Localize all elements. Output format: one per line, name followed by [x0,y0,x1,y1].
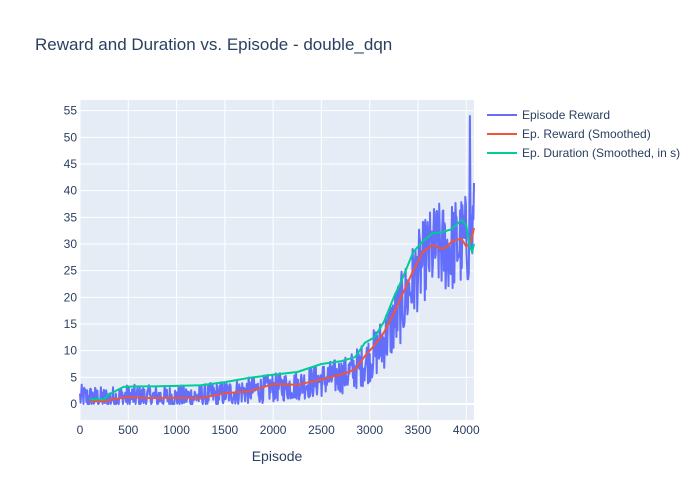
series-line-0 [79,115,475,405]
x-tick-label: 1500 [212,423,239,437]
y-tick-label: 50 [64,130,78,144]
y-tick-label: 20 [64,290,78,304]
y-tick-label: 45 [64,157,78,171]
plot-area [80,100,474,420]
x-axis: 0 500 1000 1500 2000 2500 3000 3500 4000 [77,423,480,437]
y-tick-label: 25 [64,264,78,278]
y-tick-label: 5 [70,370,77,384]
plot-series [79,115,475,405]
y-tick-label: 30 [64,237,78,251]
legend-item-2[interactable]: Ep. Duration (Smoothed, in s) [487,146,680,160]
legend-label: Ep. Duration (Smoothed, in s) [522,146,680,160]
y-tick-label: 55 [64,104,78,118]
x-tick-label: 3000 [356,423,383,437]
x-axis-title: Episode [252,448,303,464]
x-tick-label: 1000 [163,423,190,437]
x-tick-label: 0 [77,423,84,437]
chart-title: Reward and Duration vs. Episode - double… [35,35,392,54]
grid [79,100,474,420]
x-tick-label: 4000 [453,423,480,437]
series-line-1 [89,227,475,403]
x-tick-label: 3500 [405,423,432,437]
y-tick-label: 0 [70,397,77,411]
legend-label: Ep. Reward (Smoothed) [522,127,651,141]
y-axis: 0 5 10 15 20 25 30 35 40 45 50 55 [64,104,78,411]
x-tick-label: 500 [118,423,138,437]
y-tick-label: 35 [64,210,78,224]
x-tick-label: 2000 [260,423,287,437]
y-tick-label: 10 [64,344,78,358]
legend-item-1[interactable]: Ep. Reward (Smoothed) [487,127,651,141]
legend-item-0[interactable]: Episode Reward [487,108,610,122]
legend-label: Episode Reward [522,108,610,122]
x-tick-label: 2500 [308,423,335,437]
y-tick-label: 15 [64,317,78,331]
y-tick-label: 40 [64,184,78,198]
legend[interactable]: Episode Reward Ep. Reward (Smoothed) Ep. D… [487,108,680,160]
series-line-2 [89,219,475,401]
